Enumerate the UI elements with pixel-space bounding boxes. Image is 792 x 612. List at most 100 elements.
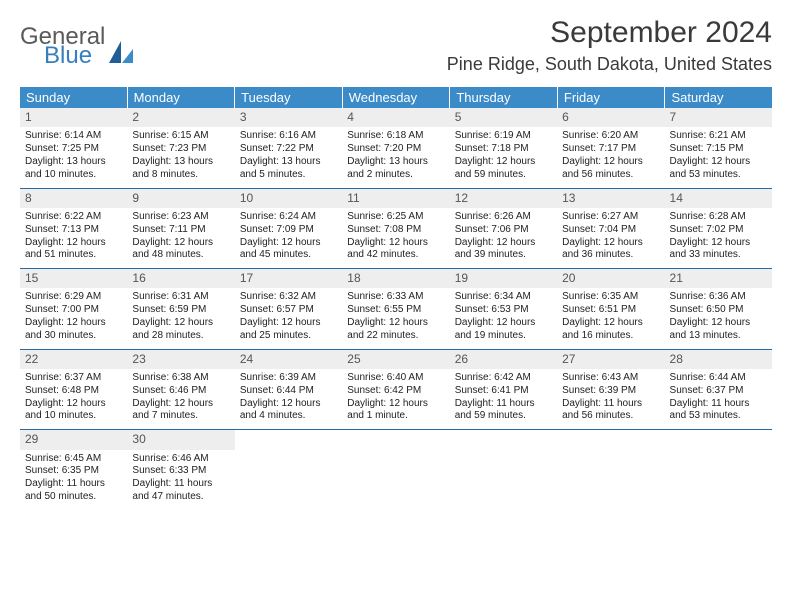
- sunrise-text: Sunrise: 6:19 AM: [455, 130, 552, 143]
- sunset-text: Sunset: 6:50 PM: [670, 304, 767, 317]
- dow-wed: Wednesday: [343, 87, 451, 108]
- day-number: 17: [235, 269, 342, 288]
- day-number: 12: [450, 189, 557, 208]
- sunset-text: Sunset: 7:25 PM: [25, 143, 122, 156]
- day-cell: 6Sunrise: 6:20 AMSunset: 7:17 PMDaylight…: [557, 108, 664, 188]
- daylight-text: Daylight: 12 hours and 22 minutes.: [347, 317, 444, 343]
- day-cell: 17Sunrise: 6:32 AMSunset: 6:57 PMDayligh…: [235, 269, 342, 349]
- daylight-text: Daylight: 11 hours and 47 minutes.: [132, 478, 229, 504]
- logo-text: General Blue: [20, 24, 105, 68]
- week-row: 1Sunrise: 6:14 AMSunset: 7:25 PMDaylight…: [20, 108, 772, 189]
- day-cell: 10Sunrise: 6:24 AMSunset: 7:09 PMDayligh…: [235, 189, 342, 269]
- sunrise-text: Sunrise: 6:14 AM: [25, 130, 122, 143]
- day-cell: 25Sunrise: 6:40 AMSunset: 6:42 PMDayligh…: [342, 350, 449, 430]
- sunset-text: Sunset: 7:22 PM: [240, 143, 337, 156]
- day-cell: 27Sunrise: 6:43 AMSunset: 6:39 PMDayligh…: [557, 350, 664, 430]
- sunset-text: Sunset: 6:51 PM: [562, 304, 659, 317]
- dow-sat: Saturday: [665, 87, 772, 108]
- daylight-text: Daylight: 12 hours and 13 minutes.: [670, 317, 767, 343]
- day-cell: 22Sunrise: 6:37 AMSunset: 6:48 PMDayligh…: [20, 350, 127, 430]
- sunrise-text: Sunrise: 6:35 AM: [562, 291, 659, 304]
- day-cell: 23Sunrise: 6:38 AMSunset: 6:46 PMDayligh…: [127, 350, 234, 430]
- day-cell: [450, 430, 557, 510]
- sunset-text: Sunset: 6:41 PM: [455, 385, 552, 398]
- sunrise-text: Sunrise: 6:23 AM: [132, 211, 229, 224]
- daylight-text: Daylight: 12 hours and 10 minutes.: [25, 398, 122, 424]
- day-cell: 13Sunrise: 6:27 AMSunset: 7:04 PMDayligh…: [557, 189, 664, 269]
- week-row: 29Sunrise: 6:45 AMSunset: 6:35 PMDayligh…: [20, 430, 772, 510]
- sunset-text: Sunset: 7:11 PM: [132, 224, 229, 237]
- logo-blue: Blue: [44, 43, 105, 68]
- sunrise-text: Sunrise: 6:26 AM: [455, 211, 552, 224]
- dow-mon: Monday: [128, 87, 236, 108]
- daylight-text: Daylight: 12 hours and 25 minutes.: [240, 317, 337, 343]
- day-number: 2: [127, 108, 234, 127]
- day-cell: 15Sunrise: 6:29 AMSunset: 7:00 PMDayligh…: [20, 269, 127, 349]
- sunset-text: Sunset: 7:15 PM: [670, 143, 767, 156]
- daylight-text: Daylight: 12 hours and 30 minutes.: [25, 317, 122, 343]
- day-number: 7: [665, 108, 772, 127]
- sunrise-text: Sunrise: 6:29 AM: [25, 291, 122, 304]
- sunrise-text: Sunrise: 6:31 AM: [132, 291, 229, 304]
- sunrise-text: Sunrise: 6:15 AM: [132, 130, 229, 143]
- sunrise-text: Sunrise: 6:25 AM: [347, 211, 444, 224]
- day-cell: 14Sunrise: 6:28 AMSunset: 7:02 PMDayligh…: [665, 189, 772, 269]
- sunrise-text: Sunrise: 6:38 AM: [132, 372, 229, 385]
- week-row: 8Sunrise: 6:22 AMSunset: 7:13 PMDaylight…: [20, 189, 772, 270]
- day-number: 10: [235, 189, 342, 208]
- day-number: 24: [235, 350, 342, 369]
- sunrise-text: Sunrise: 6:20 AM: [562, 130, 659, 143]
- daylight-text: Daylight: 12 hours and 28 minutes.: [132, 317, 229, 343]
- daylight-text: Daylight: 12 hours and 45 minutes.: [240, 237, 337, 263]
- dow-tue: Tuesday: [235, 87, 343, 108]
- daylight-text: Daylight: 12 hours and 39 minutes.: [455, 237, 552, 263]
- week-row: 15Sunrise: 6:29 AMSunset: 7:00 PMDayligh…: [20, 269, 772, 350]
- daylight-text: Daylight: 12 hours and 1 minute.: [347, 398, 444, 424]
- day-cell: 12Sunrise: 6:26 AMSunset: 7:06 PMDayligh…: [450, 189, 557, 269]
- day-number: 15: [20, 269, 127, 288]
- sunrise-text: Sunrise: 6:37 AM: [25, 372, 122, 385]
- sunset-text: Sunset: 7:02 PM: [670, 224, 767, 237]
- day-number: 16: [127, 269, 234, 288]
- day-number: 13: [557, 189, 664, 208]
- daylight-text: Daylight: 11 hours and 53 minutes.: [670, 398, 767, 424]
- daylight-text: Daylight: 11 hours and 56 minutes.: [562, 398, 659, 424]
- sunset-text: Sunset: 6:33 PM: [132, 465, 229, 478]
- day-cell: 24Sunrise: 6:39 AMSunset: 6:44 PMDayligh…: [235, 350, 342, 430]
- daylight-text: Daylight: 12 hours and 42 minutes.: [347, 237, 444, 263]
- daylight-text: Daylight: 12 hours and 53 minutes.: [670, 156, 767, 182]
- sunset-text: Sunset: 7:17 PM: [562, 143, 659, 156]
- day-cell: [342, 430, 449, 510]
- day-number: 18: [342, 269, 449, 288]
- day-cell: [665, 430, 772, 510]
- daylight-text: Daylight: 12 hours and 51 minutes.: [25, 237, 122, 263]
- sunrise-text: Sunrise: 6:34 AM: [455, 291, 552, 304]
- sunset-text: Sunset: 6:53 PM: [455, 304, 552, 317]
- day-cell: 16 Sunrise: 6:31 AMSunset: 6:59 PMDayligh…: [127, 269, 234, 349]
- sunrise-text: Sunrise: 6:36 AM: [670, 291, 767, 304]
- page-title: September 2024: [447, 16, 772, 50]
- day-cell: 19Sunrise: 6:34 AMSunset: 6:53 PMDayligh…: [450, 269, 557, 349]
- sunset-text: Sunset: 6:59 PM: [132, 304, 229, 317]
- day-cell: 1Sunrise: 6:14 AMSunset: 7:25 PMDaylight…: [20, 108, 127, 188]
- daylight-text: Daylight: 12 hours and 19 minutes.: [455, 317, 552, 343]
- sunrise-text: Sunrise: 6:16 AM: [240, 130, 337, 143]
- day-cell: 5Sunrise: 6:19 AMSunset: 7:18 PMDaylight…: [450, 108, 557, 188]
- calendar-page: General Blue September 2024 Pine Ridge, …: [0, 0, 792, 612]
- sunrise-text: Sunrise: 6:39 AM: [240, 372, 337, 385]
- daylight-text: Daylight: 12 hours and 4 minutes.: [240, 398, 337, 424]
- sunset-text: Sunset: 6:55 PM: [347, 304, 444, 317]
- sunrise-text: Sunrise: 6:27 AM: [562, 211, 659, 224]
- day-number: 5: [450, 108, 557, 127]
- daylight-text: Daylight: 13 hours and 2 minutes.: [347, 156, 444, 182]
- title-block: September 2024 Pine Ridge, South Dakota,…: [447, 16, 772, 75]
- sunset-text: Sunset: 6:35 PM: [25, 465, 122, 478]
- day-cell: 21Sunrise: 6:36 AMSunset: 6:50 PMDayligh…: [665, 269, 772, 349]
- sunset-text: Sunset: 6:48 PM: [25, 385, 122, 398]
- dow-sun: Sunday: [20, 87, 128, 108]
- day-number: 20: [557, 269, 664, 288]
- sunset-text: Sunset: 6:42 PM: [347, 385, 444, 398]
- dow-row: Sunday Monday Tuesday Wednesday Thursday…: [20, 87, 772, 108]
- day-number: 4: [342, 108, 449, 127]
- daylight-text: Daylight: 12 hours and 56 minutes.: [562, 156, 659, 182]
